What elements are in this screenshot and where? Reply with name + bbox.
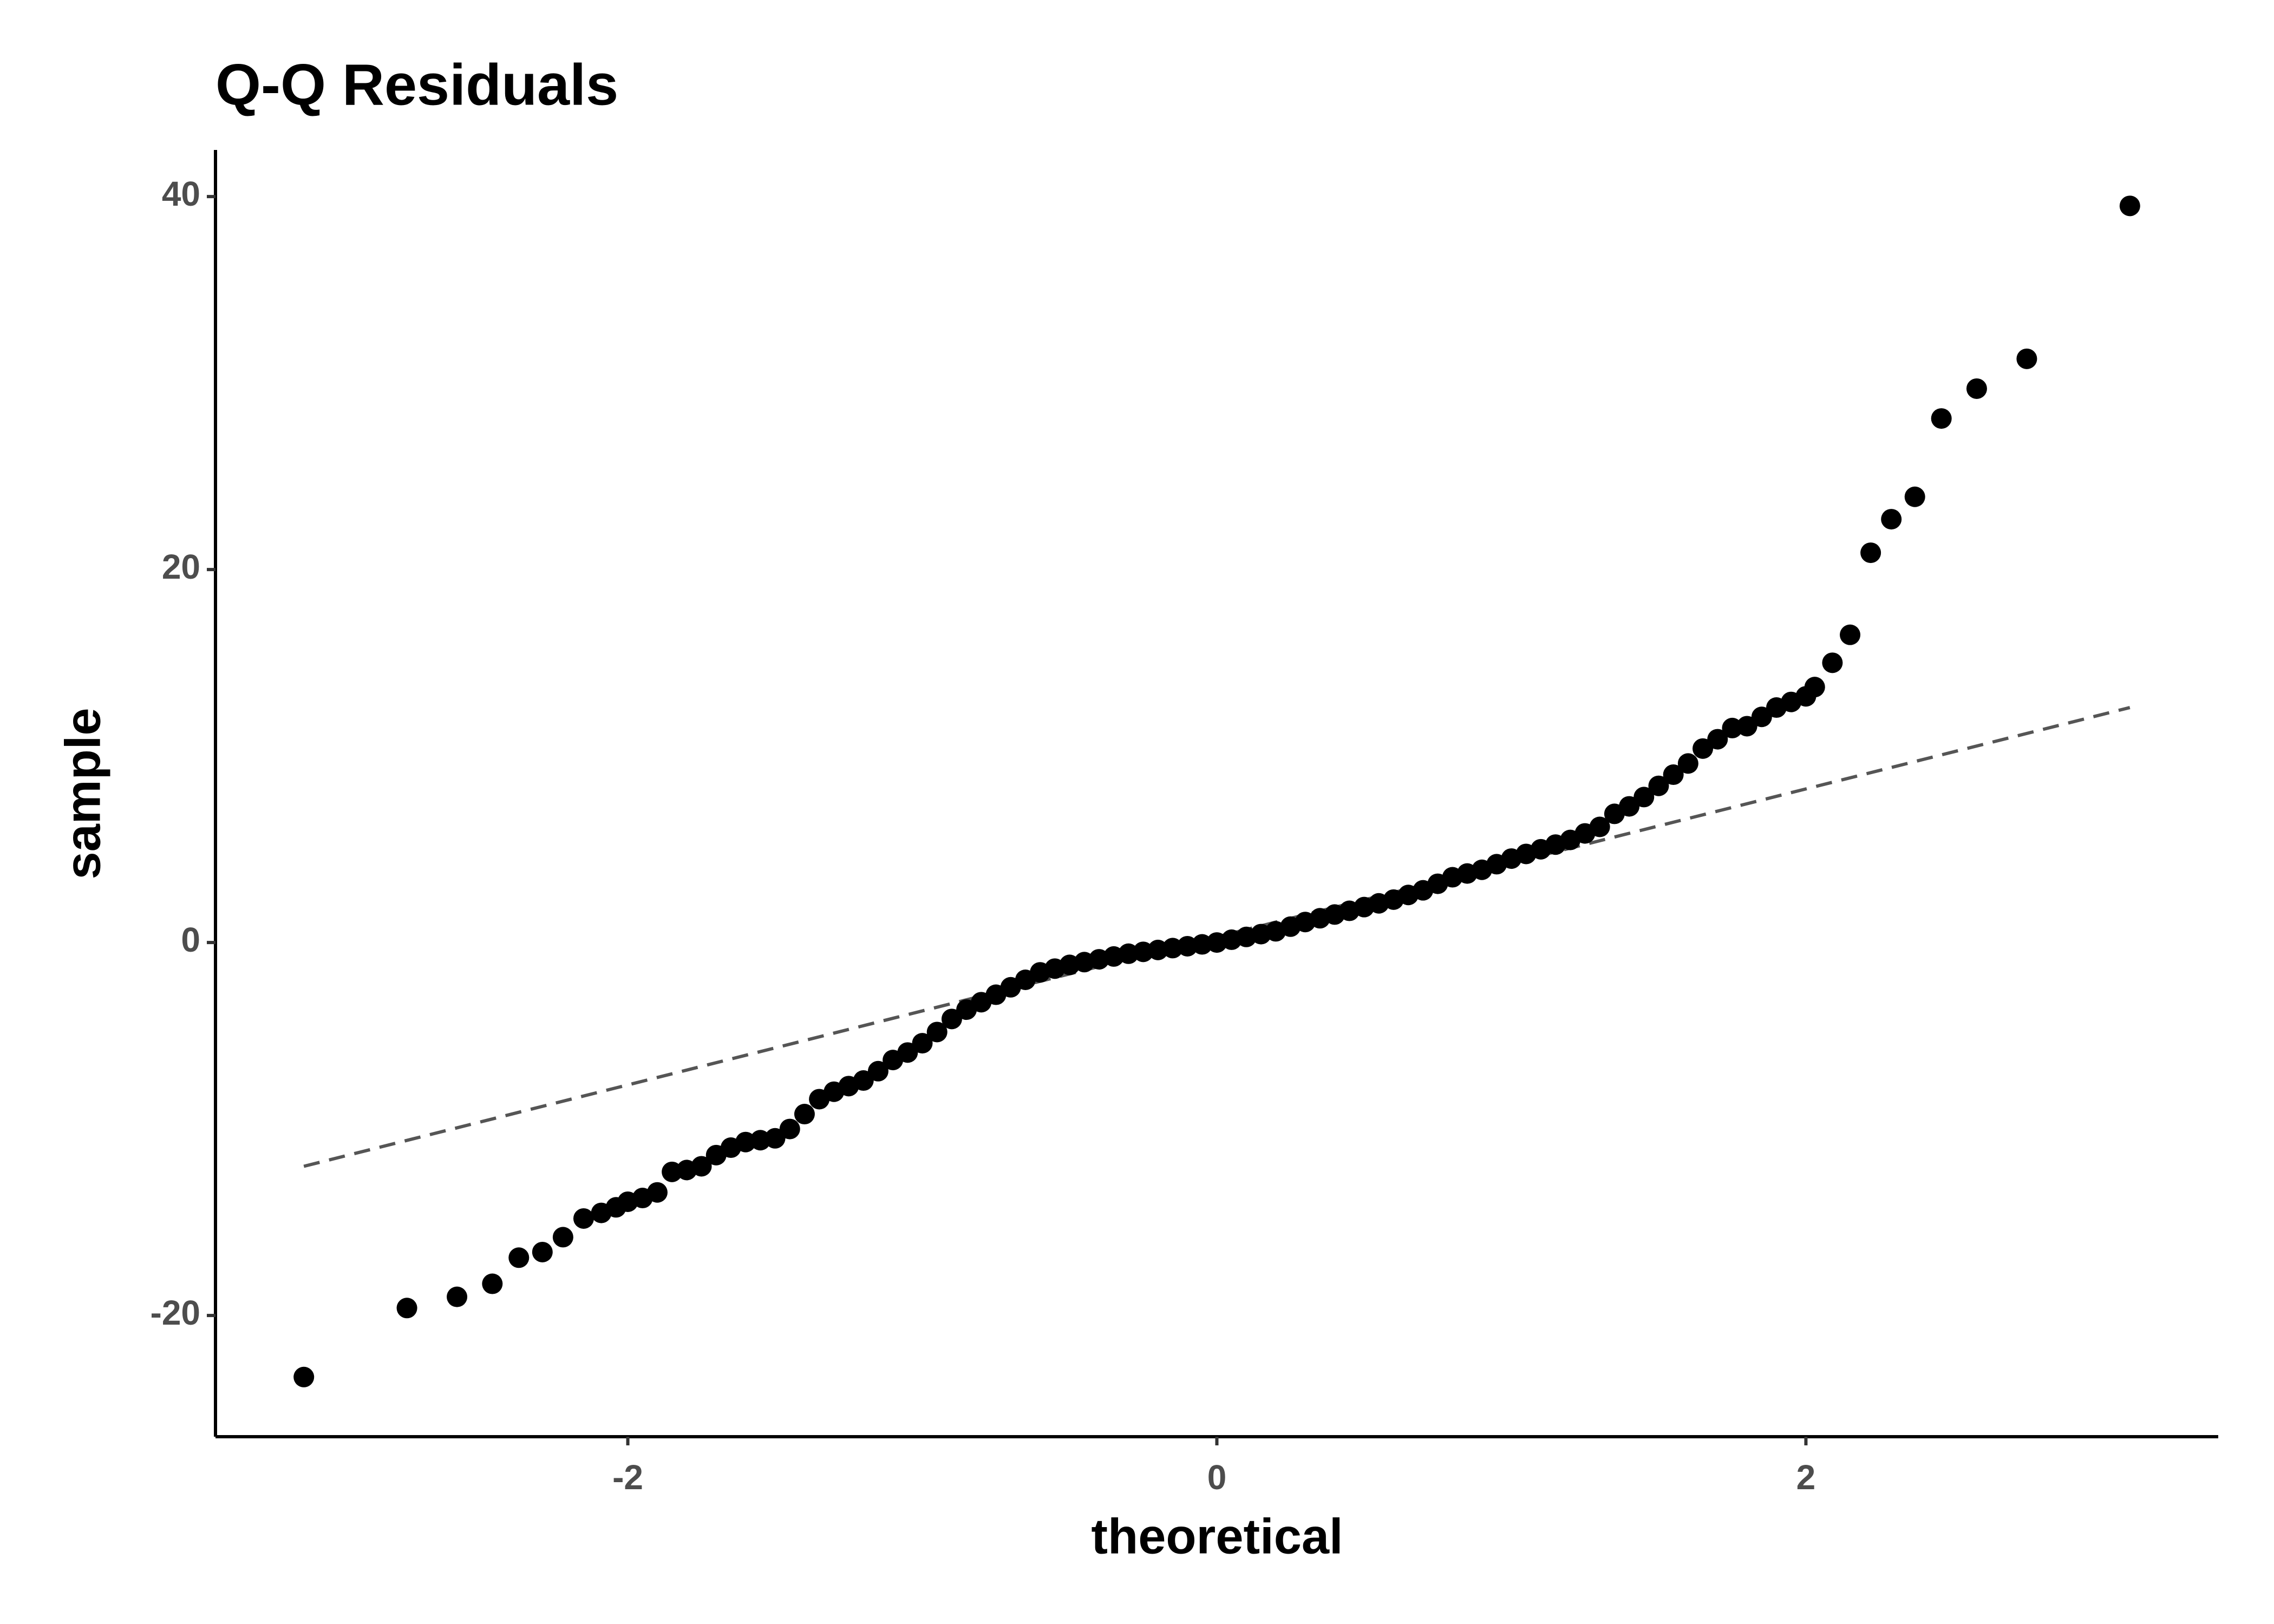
point: [646, 1182, 668, 1203]
x-tick-label: 0: [1207, 1458, 1227, 1497]
point: [912, 1033, 933, 1054]
point: [1693, 738, 1714, 759]
point: [293, 1366, 315, 1387]
point: [1633, 787, 1655, 808]
point: [2016, 348, 2037, 369]
point: [779, 1118, 800, 1140]
point: [1881, 509, 1902, 530]
point: [1840, 624, 1861, 645]
point: [1619, 796, 1640, 817]
point: [764, 1128, 786, 1149]
point: [396, 1298, 417, 1319]
point: [1904, 486, 1925, 507]
y-tick-label: 0: [181, 920, 200, 959]
point: [1589, 816, 1610, 837]
point: [1931, 408, 1952, 429]
point: [867, 1060, 888, 1082]
x-axis-title: theoretical: [1091, 1509, 1343, 1564]
point: [1707, 729, 1728, 750]
y-tick-label: 20: [162, 547, 200, 586]
x-tick-label: 2: [1796, 1458, 1816, 1497]
point: [1804, 677, 1825, 698]
point: [926, 1021, 948, 1043]
point: [1822, 652, 1843, 673]
point: [1663, 764, 1684, 785]
point: [1648, 775, 1669, 796]
point: [1677, 753, 1698, 774]
y-tick-label: 40: [162, 174, 200, 213]
point: [508, 1247, 530, 1268]
point: [853, 1070, 874, 1091]
point: [897, 1042, 918, 1063]
y-tick-label: -20: [151, 1293, 201, 1332]
point: [1736, 716, 1757, 737]
point: [794, 1104, 815, 1125]
chart-title: Q-Q Residuals: [215, 52, 618, 117]
point: [1751, 706, 1772, 728]
point: [941, 1009, 962, 1030]
point: [447, 1286, 468, 1307]
point: [1860, 542, 1881, 564]
point: [573, 1208, 594, 1229]
point: [691, 1156, 712, 1177]
x-tick-label: -2: [612, 1458, 643, 1497]
point: [2119, 195, 2140, 217]
point: [482, 1273, 503, 1294]
point: [552, 1227, 573, 1248]
y-axis-title: sample: [55, 708, 110, 879]
point: [1966, 378, 1987, 399]
point: [532, 1241, 553, 1262]
